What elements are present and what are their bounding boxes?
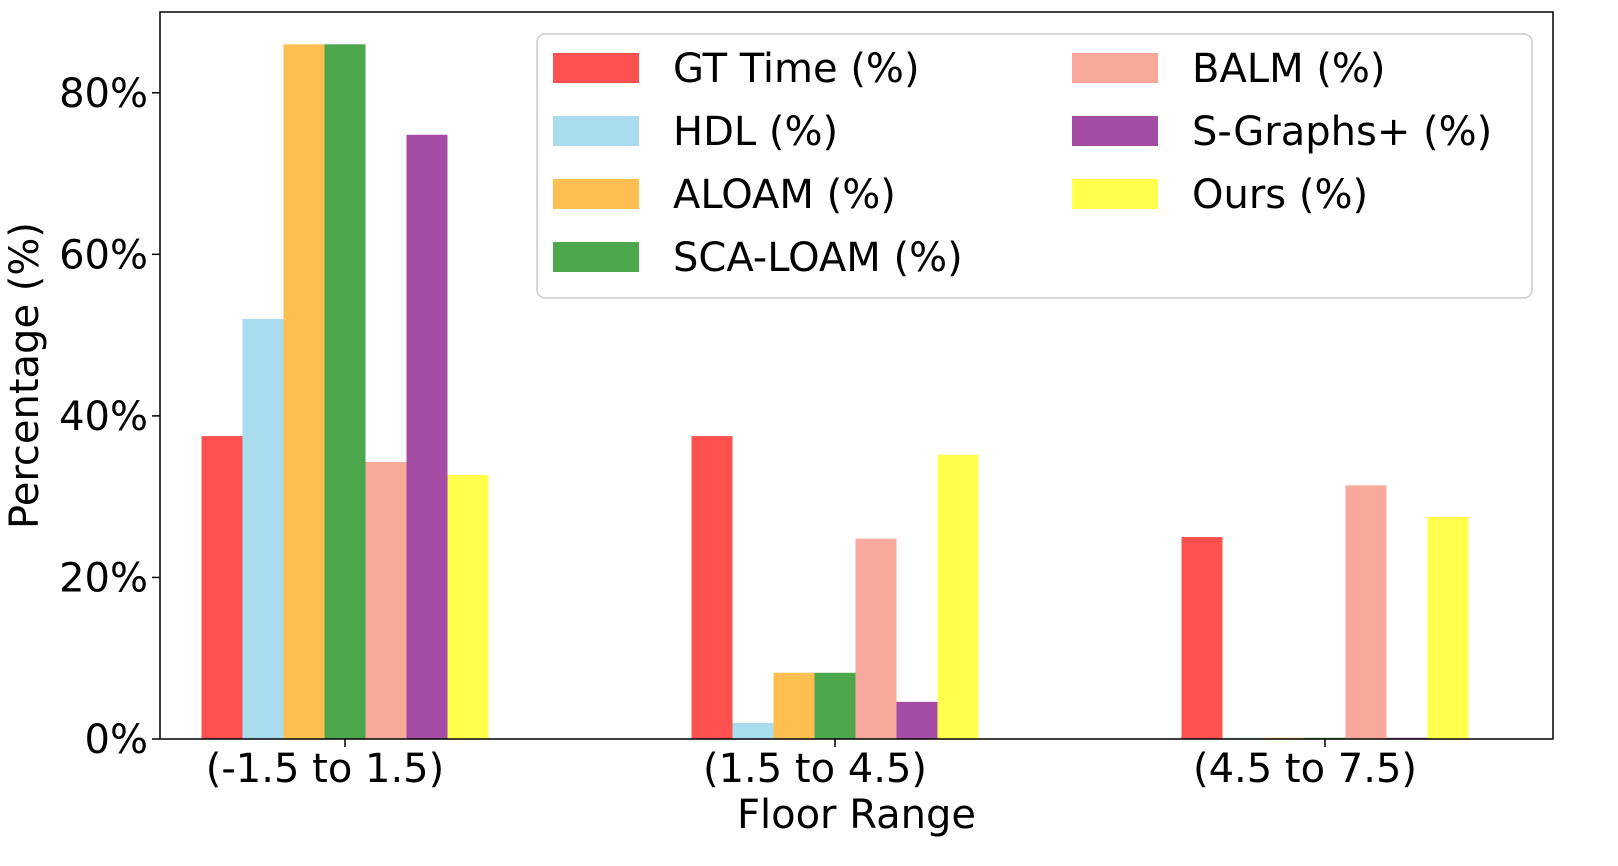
- y-tick-label: 20%: [59, 555, 148, 601]
- bar-3-gt-time: [1181, 537, 1223, 739]
- legend-box: [536, 33, 1533, 299]
- x-axis-label: Floor Range: [737, 792, 976, 838]
- bar-1-aloam: [283, 44, 325, 740]
- legend-label: BALM (%): [1192, 46, 1386, 92]
- bar-1-s-graphs: [406, 134, 448, 739]
- legend-label: Ours (%): [1192, 172, 1368, 218]
- legend-label: HDL (%): [673, 109, 838, 155]
- y-axis: 0% 20% 40% 60% 80%: [59, 71, 160, 763]
- y-tick-label: 0%: [85, 717, 148, 763]
- y-tick-label: 60%: [59, 232, 148, 278]
- legend-label: GT Time (%): [673, 46, 920, 92]
- y-tick-label: 40%: [59, 394, 148, 440]
- legend-swatch: [553, 53, 639, 83]
- bar-2-balm: [855, 538, 897, 739]
- bar-2-hdl: [732, 722, 774, 739]
- plot-frame: [159, 11, 1554, 740]
- legend-swatch: [553, 242, 639, 272]
- bar-1-gt-time: [201, 436, 243, 739]
- bar-2-s-graphs: [896, 701, 938, 739]
- legend-label: SCA-LOAM (%): [673, 235, 963, 281]
- legend-swatch: [1072, 116, 1158, 146]
- bar-1-hdl: [242, 318, 284, 739]
- legend-label: S-Graphs+ (%): [1192, 109, 1492, 155]
- bar-1-ours: [447, 474, 489, 739]
- bars-group: [201, 44, 1469, 740]
- y-tick-label: 80%: [59, 71, 148, 117]
- x-tick-label: (1.5 to 4.5): [703, 746, 927, 792]
- legend: GT Time (%) HDL (%) ALOAM (%) SCA-LOAM (%) B…: [536, 33, 1533, 299]
- bar-3-balm: [1345, 485, 1387, 739]
- legend-label: ALOAM (%): [673, 172, 896, 218]
- bar-1-sca-loam: [324, 44, 366, 740]
- x-tick-label: (-1.5 to 1.5): [206, 746, 444, 792]
- legend-swatch: [553, 179, 639, 209]
- legend-swatch: [553, 116, 639, 146]
- x-axis: (-1.5 to 1.5) (1.5 to 4.5) (4.5 to 7.5): [206, 739, 1417, 792]
- bar-3-ours: [1427, 516, 1469, 739]
- bar-2-gt-time: [691, 436, 733, 739]
- legend-swatch: [1072, 179, 1158, 209]
- y-axis-label: Percentage (%): [2, 222, 48, 529]
- bar-2-sca-loam: [814, 672, 856, 739]
- bar-2-ours: [937, 454, 979, 739]
- legend-swatch: [1072, 53, 1158, 83]
- bar-2-aloam: [773, 672, 815, 739]
- x-tick-label: (4.5 to 7.5): [1193, 746, 1417, 792]
- bar-1-balm: [365, 461, 407, 739]
